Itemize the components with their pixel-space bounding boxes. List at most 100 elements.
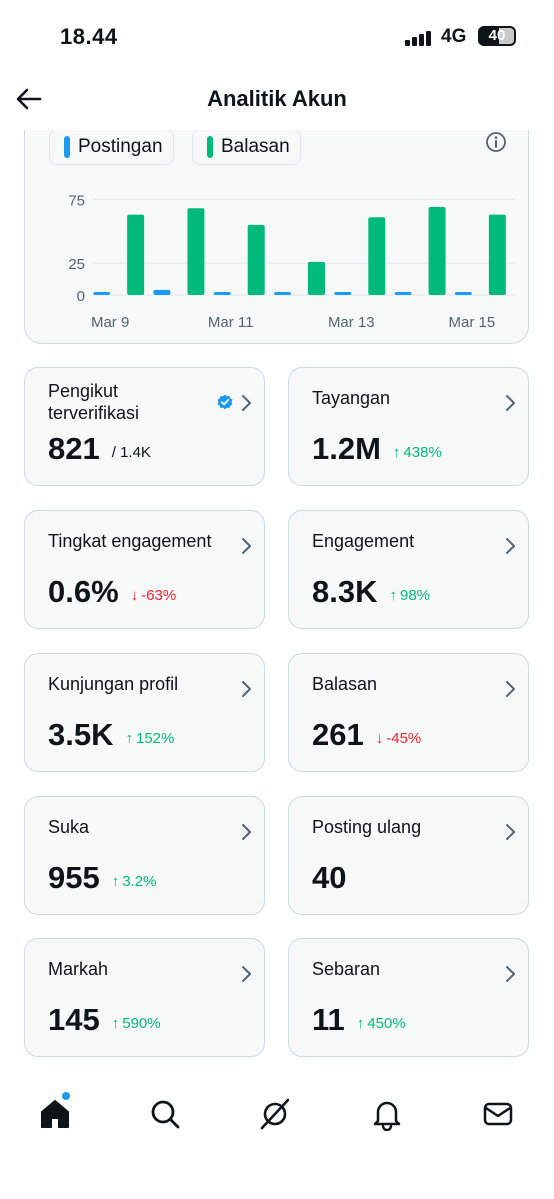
verified-badge-icon <box>217 394 233 410</box>
network-type: 4G <box>441 26 467 47</box>
stat-change-value: 98% <box>399 586 431 604</box>
stat-change-value: 152% <box>135 729 175 747</box>
status-time: 18.44 <box>60 24 118 49</box>
chevron-right-icon <box>506 681 515 697</box>
arrow-up-icon: ↑ <box>111 1014 120 1032</box>
stat-card-engagement[interactable]: Engagement 8.3K ↑ 98% <box>288 510 529 629</box>
header: Analitik Akun <box>0 74 554 130</box>
stat-card-kunjungan-profil[interactable]: Kunjungan profil 3.5K ↑ 152% <box>24 653 265 772</box>
stat-card-title: Kunjungan profil <box>48 674 179 694</box>
stat-change-value: -45% <box>386 729 422 747</box>
stat-change-value: 590% <box>122 1014 161 1032</box>
legend-balasan[interactable]: Balasan <box>192 129 301 165</box>
stat-value-row: 3.5K ↑ 152% <box>48 717 174 753</box>
stat-card-title: Suka <box>48 817 90 837</box>
bar-postingan-mar-11[interactable] <box>213 292 231 295</box>
chevron-right-icon <box>506 538 515 554</box>
stat-value: 261 <box>312 717 364 752</box>
stat-card-tayangan[interactable]: Tayangan 1.2M ↑ 438% <box>288 367 529 486</box>
arrow-up-icon: ↑ <box>356 1014 365 1032</box>
x-tick-label: Mar 15 <box>449 314 496 331</box>
stat-card-title: Tayangan <box>312 388 391 408</box>
stat-card-pengikut-terverifikasi[interactable]: Pengikut terverifikasi 821 / 1.4K <box>24 367 265 486</box>
y-tick-label: 0 <box>77 288 85 305</box>
bottom-navigation <box>0 1085 554 1145</box>
stat-value: 11 <box>312 1002 345 1037</box>
stat-value: 3.5K <box>48 717 114 752</box>
legend-label-balasan: Balasan <box>221 136 290 157</box>
bar-postingan-mar-15[interactable] <box>454 292 472 295</box>
stat-card-title: Balasan <box>312 674 378 694</box>
bar-postingan-mar-10[interactable] <box>153 289 171 295</box>
stat-change-value: 3.2% <box>122 872 157 890</box>
stat-card-title: Sebaran <box>312 959 381 979</box>
stat-card-title: Posting ulang <box>312 817 422 837</box>
chevron-right-icon <box>506 395 515 411</box>
stat-change: ↑ 438% <box>393 438 442 461</box>
info-icon[interactable] <box>485 131 507 153</box>
y-tick-label: 25 <box>68 256 85 273</box>
stat-card-balasan[interactable]: Balasan 261 ↓ -45% <box>288 653 529 772</box>
status-bar: 18.44 4G 40 <box>0 0 554 74</box>
stat-value: 40 <box>312 860 347 895</box>
bar-balasan-mar-14[interactable] <box>428 207 446 295</box>
grok-icon[interactable] <box>258 1097 292 1131</box>
home-icon[interactable] <box>38 1097 72 1131</box>
bar-balasan-mar-13[interactable] <box>368 217 386 295</box>
stat-change: ↑ 152% <box>125 724 174 747</box>
arrow-up-icon: ↑ <box>389 586 397 604</box>
stat-change: ↓ -45% <box>376 724 422 747</box>
stat-value-row: 40 <box>312 860 346 896</box>
stat-card-sebaran[interactable]: Sebaran 11 ↑ 450% <box>288 938 529 1057</box>
search-icon[interactable] <box>148 1097 182 1131</box>
stat-total: / 1.4K <box>111 443 151 461</box>
stat-change-value: 438% <box>403 443 442 461</box>
arrow-up-icon: ↑ <box>392 443 401 461</box>
stat-value-row: 8.3K ↑ 98% <box>312 574 430 610</box>
chevron-right-icon <box>506 824 515 840</box>
notifications-icon[interactable] <box>370 1097 404 1131</box>
bar-balasan-mar-9[interactable] <box>127 214 145 295</box>
arrow-up-icon: ↑ <box>111 872 120 890</box>
bar-balasan-mar-11[interactable] <box>247 224 265 295</box>
bar-postingan-mar-9[interactable] <box>93 292 111 295</box>
x-tick-label: Mar 11 <box>208 314 254 331</box>
stat-value-row: 11 ↑ 450% <box>312 1002 406 1038</box>
stat-card-title: Tingkat engagement <box>48 531 212 551</box>
chevron-right-icon <box>242 395 251 411</box>
chevron-right-icon <box>506 966 515 982</box>
bar-postingan-mar-14[interactable] <box>394 292 412 295</box>
stat-change: ↑ 98% <box>389 581 430 604</box>
arrow-left-icon[interactable] <box>14 84 44 114</box>
legend-swatch-postingan <box>64 136 70 158</box>
bar-balasan-mar-10[interactable] <box>187 208 205 295</box>
stat-card-title: Markah <box>48 959 109 979</box>
stat-change: ↑ 450% <box>357 1009 406 1032</box>
chevron-right-icon <box>242 966 251 982</box>
bar-balasan-mar-15[interactable] <box>488 214 506 295</box>
stat-card-title: Pengikut terverifikasi <box>48 381 140 423</box>
home-notification-dot <box>62 1092 70 1100</box>
y-tick-label: 75 <box>68 192 85 209</box>
stat-card-tingkat-engagement[interactable]: Tingkat engagement 0.6% ↓ -63% <box>24 510 265 629</box>
stat-value: 821 <box>48 431 100 466</box>
stat-value: 0.6% <box>48 574 119 609</box>
stat-value-row: 955 ↑ 3.2% <box>48 860 156 896</box>
legend-swatch-balasan <box>207 136 213 158</box>
messages-icon[interactable] <box>481 1097 515 1131</box>
bar-postingan-mar-12[interactable] <box>274 292 291 295</box>
bar-balasan-mar-12[interactable] <box>308 261 325 295</box>
bar-postingan-mar-13[interactable] <box>334 292 352 295</box>
stat-value-row: 821 / 1.4K <box>48 431 151 467</box>
chevron-right-icon <box>242 824 251 840</box>
stat-card-posting-ulang[interactable]: Posting ulang 40 <box>288 796 529 915</box>
stat-value: 145 <box>48 1002 100 1037</box>
stat-value-row: 261 ↓ -45% <box>312 717 421 753</box>
stat-value: 8.3K <box>312 574 378 609</box>
signal-icon <box>405 30 433 46</box>
stat-card-suka[interactable]: Suka 955 ↑ 3.2% <box>24 796 265 915</box>
stat-card-markah[interactable]: Markah 145 ↑ 590% <box>24 938 265 1057</box>
stat-change-value: 450% <box>367 1014 406 1032</box>
stat-value-row: 0.6% ↓ -63% <box>48 574 176 610</box>
arrow-up-icon: ↑ <box>125 729 133 747</box>
